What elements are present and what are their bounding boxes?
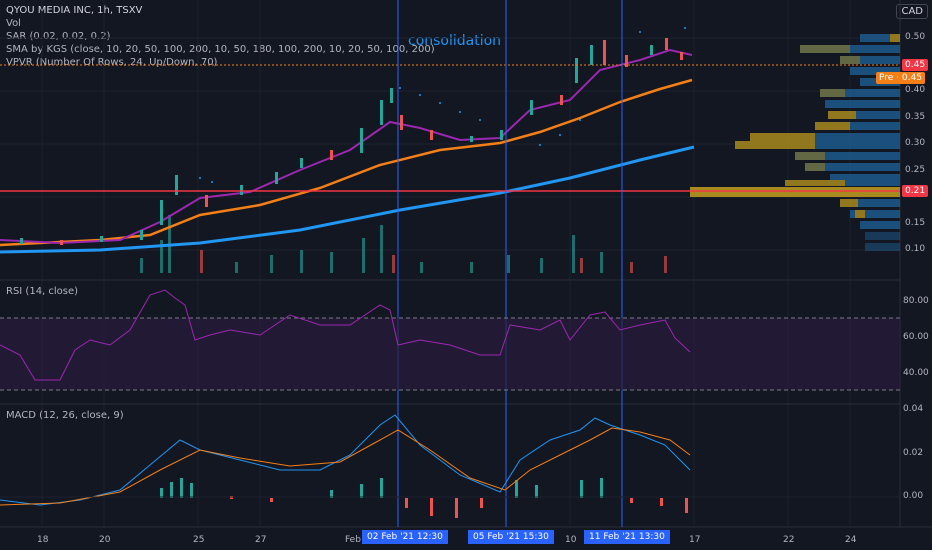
price-axis-label: 0.30 (905, 138, 926, 148)
price-axis-label: 0.40 (905, 85, 926, 95)
rsi-line (0, 289, 691, 381)
rsi-band (0, 318, 900, 390)
legend-sma[interactable]: SMA by KGS (close, 10, 20, 50, 100, 200,… (6, 44, 435, 55)
highlighted-date: 05 Feb '21 15:30 (468, 530, 554, 544)
time-axis-label: Feb (345, 535, 361, 545)
support-price-tag: 0.21 (902, 185, 929, 197)
rsi-axis-label: 60.00 (903, 332, 929, 342)
sma-fast-line (0, 48, 693, 245)
time-axis-label: 27 (255, 535, 267, 545)
macd-signal-line (0, 427, 691, 506)
currency-badge[interactable]: CAD (896, 4, 928, 19)
vpvr-poc-bar (690, 187, 900, 197)
annotation-text[interactable]: consolidation (408, 33, 502, 49)
rsi-axis-label: 80.00 (903, 296, 929, 306)
time-axis-label: 25 (193, 535, 205, 545)
time-axis-label: 20 (99, 535, 111, 545)
highlighted-date: 11 Feb '21 13:30 (584, 530, 670, 544)
premarket-tag: Pre · 0.45 (876, 72, 925, 84)
sma-slow-line (0, 145, 695, 254)
price-axis-label: 0.25 (905, 165, 926, 175)
time-markers[interactable] (397, 0, 623, 527)
volume-bars (140, 215, 667, 273)
macd-axis-label: 0.02 (903, 448, 924, 458)
time-axis-label: 22 (783, 535, 795, 545)
time-axis-label: 24 (845, 535, 857, 545)
price-axis-label: 0.50 (905, 32, 926, 42)
macd-axis-label: 0.00 (903, 491, 924, 501)
grid-lines (0, 0, 900, 527)
macd-line (0, 414, 691, 506)
price-axis-label: 0.15 (905, 218, 926, 228)
macd-axis-label: 0.04 (903, 404, 924, 414)
time-axis-label: 18 (37, 535, 49, 545)
chart-legend: QYOU MEDIA INC, 1h, TSXV Vol SAR (0.02, … (6, 4, 435, 69)
legend-vol[interactable]: Vol (6, 18, 21, 29)
price-axis-label: 0.35 (905, 112, 926, 122)
macd-label[interactable]: MACD (12, 26, close, 9) (6, 410, 124, 421)
macd-histogram (160, 478, 688, 518)
highlighted-date: 02 Feb '21 12:30 (362, 530, 448, 544)
rsi-label[interactable]: RSI (14, close) (6, 286, 79, 297)
price-candles (20, 38, 683, 245)
price-axis-label: 0.10 (905, 244, 926, 254)
time-axis-label: 10 (565, 535, 577, 545)
legend-vpvr[interactable]: VPVR (Number Of Rows, 24, Up/Down, 70) (6, 57, 218, 68)
legend-sar[interactable]: SAR (0.02, 0.02, 0.2) (6, 31, 111, 42)
sar-dots (199, 27, 686, 183)
current-price-tag: 0.45 (902, 59, 929, 71)
vpvr-histogram (735, 34, 900, 251)
sma-mid-line (0, 78, 693, 247)
symbol-title[interactable]: QYOU MEDIA INC, 1h, TSXV (6, 5, 143, 16)
time-axis-label: 17 (689, 535, 701, 545)
rsi-axis-label: 40.00 (903, 368, 929, 378)
